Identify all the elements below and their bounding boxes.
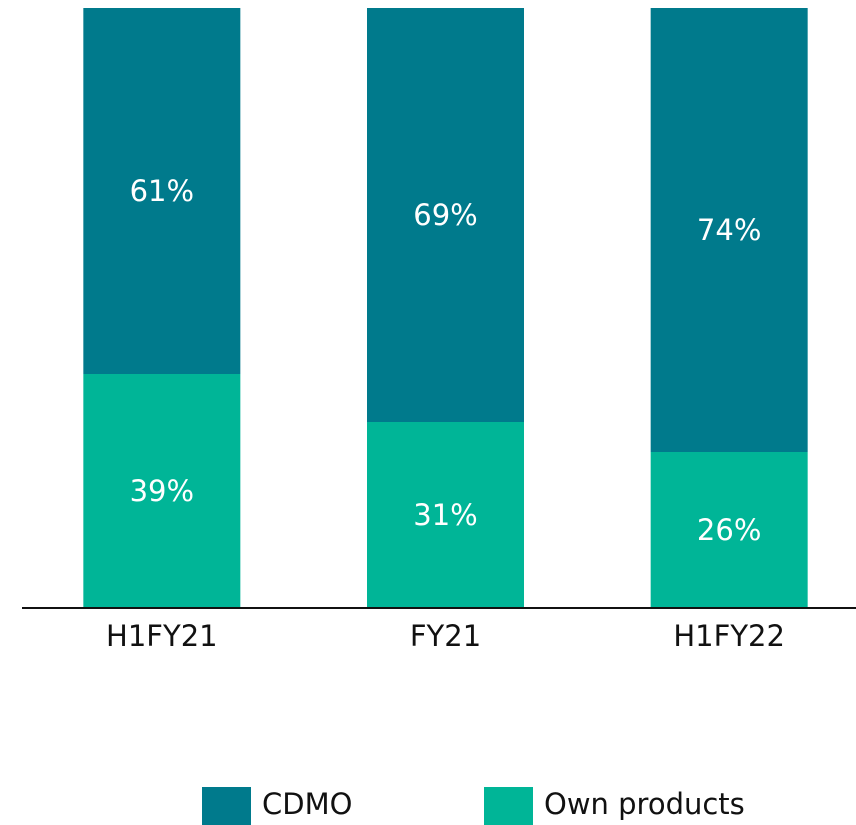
bar-segment [83,374,241,608]
x-tick-label: H1FY22 [673,619,785,653]
bar-segment [650,452,808,608]
legend-label: Own products [544,787,745,821]
x-tick-label: H1FY21 [106,619,218,653]
data-label: 39% [130,474,194,508]
data-label: 61% [130,174,194,208]
data-label: 31% [413,498,477,532]
bar-segment [367,422,524,608]
bar-segment [367,8,524,422]
data-label: 69% [413,198,477,232]
data-label: 74% [697,213,761,247]
legend-label: CDMO [262,787,352,821]
legend-swatch [202,787,251,825]
x-tick-label: FY21 [410,619,481,653]
bar-segment [650,8,808,452]
legend-swatch [484,787,533,825]
bar-segment [83,8,241,374]
data-label: 26% [697,513,761,547]
